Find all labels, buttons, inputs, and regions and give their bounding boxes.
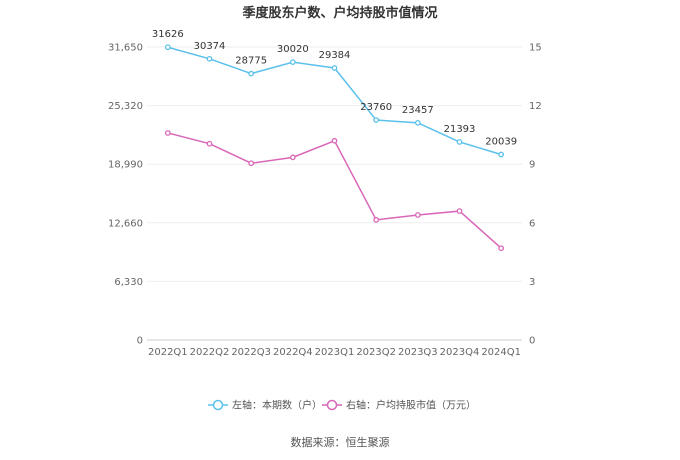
legend-item[interactable]: 左轴：本期数（户） bbox=[208, 399, 322, 412]
right-axis-tick-label: 9 bbox=[529, 160, 535, 171]
data-label: 29384 bbox=[319, 50, 351, 61]
legend-swatch-marker bbox=[326, 399, 338, 411]
data-point bbox=[289, 59, 296, 65]
legend: 左轴：本期数（户） 右轴：户均持股市值（万元） bbox=[208, 399, 476, 412]
data-point bbox=[206, 55, 213, 62]
right-axis-tick-label: 12 bbox=[529, 101, 542, 112]
data-point bbox=[414, 212, 421, 218]
data-label: 31626 bbox=[152, 29, 184, 40]
left-axis-tick-label: 12,660 bbox=[108, 218, 143, 229]
right-axis-tick-label: 0 bbox=[529, 336, 535, 347]
axis-layer: 0 0 6,330 3 12,660 6 18,990 9 25,320 12 31,650 15 20… bbox=[108, 43, 542, 359]
legend-swatch-marker bbox=[212, 399, 224, 411]
legend-label: 右轴：户均持股市值（万元） bbox=[346, 399, 476, 412]
series-layer: 31626 30374 28775 30020 29384 23760 23457 21393… bbox=[152, 29, 517, 252]
left-axis-tick-label: 18,990 bbox=[108, 160, 143, 171]
x-axis-tick-label: 2022Q3 bbox=[231, 347, 271, 358]
data-point bbox=[164, 44, 171, 51]
data-point bbox=[331, 65, 338, 71]
data-point bbox=[498, 245, 505, 252]
data-point bbox=[498, 151, 505, 158]
data-point bbox=[456, 208, 463, 214]
x-axis-tick-label: 2023Q1 bbox=[315, 347, 355, 358]
data-point bbox=[248, 70, 255, 77]
left-axis-tick-label: 25,320 bbox=[108, 101, 143, 112]
series-line-avg-holding-value bbox=[167, 132, 502, 249]
data-source-note: 数据来源：恒生聚源 bbox=[291, 435, 390, 449]
data-label: 21393 bbox=[444, 124, 476, 135]
data-point bbox=[456, 139, 463, 145]
grid-layer bbox=[147, 46, 522, 341]
legend-label: 左轴：本期数（户） bbox=[232, 399, 322, 412]
data-label: 23760 bbox=[360, 102, 392, 113]
data-label: 30020 bbox=[277, 44, 309, 55]
data-point bbox=[373, 217, 380, 223]
x-axis-tick-label: 2023Q2 bbox=[356, 347, 396, 358]
chart-title: 季度股东户数、户均持股市值情况 bbox=[241, 5, 437, 21]
x-axis-tick-label: 2022Q1 bbox=[148, 347, 188, 358]
left-axis-tick-label: 0 bbox=[137, 336, 143, 347]
left-axis-tick-label: 6,330 bbox=[114, 277, 143, 288]
data-point bbox=[373, 117, 380, 123]
data-point bbox=[289, 154, 296, 161]
data-point bbox=[206, 140, 213, 147]
data-point bbox=[164, 130, 171, 136]
data-point bbox=[414, 119, 421, 126]
data-label: 20039 bbox=[485, 136, 517, 147]
x-axis-tick-label: 2023Q4 bbox=[440, 347, 480, 358]
data-label: 23457 bbox=[402, 105, 434, 116]
legend-item[interactable]: 右轴：户均持股市值（万元） bbox=[322, 399, 476, 412]
x-axis-tick-label: 2022Q4 bbox=[273, 347, 313, 358]
x-axis-tick-label: 2024Q1 bbox=[481, 347, 521, 358]
x-axis-tick-label: 2022Q2 bbox=[190, 347, 230, 358]
data-point bbox=[248, 160, 255, 167]
data-label: 30374 bbox=[194, 41, 226, 52]
right-axis-tick-label: 15 bbox=[529, 43, 542, 54]
data-label: 28775 bbox=[235, 56, 267, 67]
data-point bbox=[331, 137, 338, 144]
right-axis-tick-label: 6 bbox=[529, 218, 535, 229]
left-axis-tick-label: 31,650 bbox=[108, 43, 143, 54]
x-axis-tick-label: 2023Q3 bbox=[398, 347, 438, 358]
right-axis-tick-label: 3 bbox=[529, 277, 535, 288]
